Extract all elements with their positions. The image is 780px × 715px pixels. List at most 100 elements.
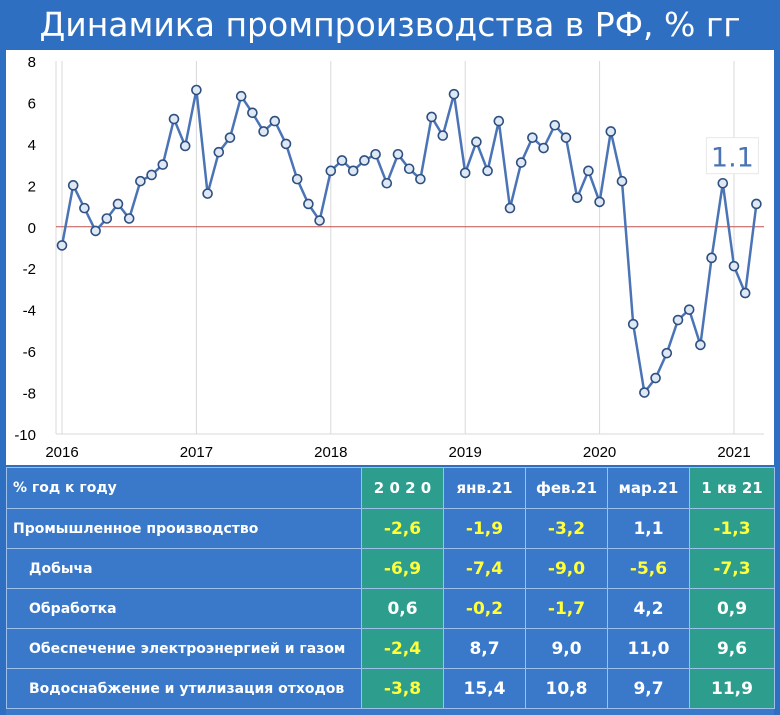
data-point — [448, 88, 460, 100]
table-cell: 0,6 — [361, 588, 444, 629]
table-cell: -7,4 — [443, 548, 526, 589]
data-point — [280, 138, 292, 150]
table-cell: -9,0 — [525, 548, 608, 589]
table-cell: -3,2 — [525, 508, 608, 549]
y-tick-label: 0 — [28, 220, 36, 237]
table-row: Промышленное производство -2,6 -1,9 -3,2 1,1… — [6, 508, 775, 549]
table-cell: 15,4 — [443, 668, 526, 709]
data-point — [672, 314, 684, 326]
data-point — [291, 173, 303, 185]
table-cell: -1,7 — [525, 588, 608, 629]
header-2020: 2 0 2 0 — [361, 467, 444, 509]
x-tick-label: 2021 — [717, 444, 750, 461]
row-label: Водоснабжение и утилизация отходов — [6, 668, 362, 709]
table-cell: 4,2 — [607, 588, 690, 629]
table-cell: -3,8 — [361, 668, 444, 709]
y-tick-label: 2 — [28, 178, 36, 195]
data-point — [202, 188, 213, 199]
table-cell: 11,0 — [607, 628, 690, 669]
data-point — [639, 387, 650, 398]
table-cell: 9,6 — [689, 628, 775, 669]
header-feb21: фев.21 — [525, 467, 608, 509]
table-cell: -1,9 — [443, 508, 526, 549]
data-table: % год к году 2 0 2 0 янв.21 фев.21 мар.2… — [6, 467, 775, 709]
data-point — [303, 198, 314, 210]
table-row: Обеспечение электроэнергией и газом -2,4 8… — [6, 628, 775, 669]
chart-panel: 8 6 4 2 0 -2 -4 -6 -8 -10 2016 2017 2018 2019 2020 2021… — [6, 50, 774, 465]
data-point — [146, 169, 157, 181]
header-jan21: янв.21 — [443, 467, 526, 509]
data-point — [101, 213, 113, 224]
data-point — [415, 173, 426, 185]
data-point — [224, 132, 236, 143]
data-point — [650, 372, 661, 384]
table-cell: 11,9 — [689, 668, 775, 709]
data-point — [135, 175, 146, 187]
chart-title: Динамика промпроизводства в РФ, % гг — [39, 5, 741, 44]
annotation-box — [705, 137, 759, 175]
data-point — [157, 159, 169, 170]
data-point — [67, 180, 79, 191]
y-tick-label: -2 — [23, 261, 36, 278]
table-cell: -7,3 — [689, 548, 775, 589]
y-tick-label: 4 — [28, 137, 36, 154]
data-point — [594, 196, 605, 208]
data-point — [527, 132, 538, 143]
table-cell: -2,4 — [361, 628, 444, 669]
data-point — [728, 260, 740, 272]
header-q1-21: 1 кв 21 — [689, 467, 775, 509]
data-point — [403, 163, 415, 175]
header-label: % год к году — [6, 467, 362, 509]
table-cell: 8,7 — [443, 628, 526, 669]
data-point — [381, 177, 393, 189]
y-tick-label: 8 — [28, 54, 36, 71]
data-point — [560, 132, 572, 143]
data-point — [269, 115, 281, 127]
table-cell: 10,8 — [525, 668, 608, 709]
data-point — [459, 167, 471, 179]
data-table-container: % год к году 2 0 2 0 янв.21 фев.21 мар.2… — [6, 467, 775, 715]
data-point — [717, 177, 729, 189]
data-point — [471, 136, 482, 148]
table-row: Добыча -6,9 -7,4 -9,0 -5,6 -7,3 — [6, 548, 775, 589]
y-tick-label: -10 — [14, 427, 36, 444]
data-point — [616, 175, 628, 187]
data-point — [627, 318, 639, 330]
table-row: Водоснабжение и утилизация отходов -3,8 15… — [6, 668, 775, 709]
table-cell: -6,9 — [361, 548, 444, 589]
data-point — [706, 252, 717, 264]
data-point — [751, 198, 762, 210]
data-point — [482, 165, 493, 177]
table-cell: -2,6 — [361, 508, 444, 549]
data-point — [336, 155, 348, 166]
y-tick-label: -6 — [23, 344, 36, 361]
y-tick-label: -8 — [23, 386, 36, 403]
data-point — [392, 148, 404, 160]
data-point — [549, 119, 561, 131]
data-point — [683, 304, 695, 315]
data-point — [661, 347, 673, 359]
table-cell: 1,1 — [607, 508, 690, 549]
y-tick-label: 6 — [28, 95, 36, 112]
x-tick-label: 2017 — [180, 444, 213, 461]
data-point — [247, 107, 258, 119]
data-point — [583, 165, 594, 177]
table-header-row: % год к году 2 0 2 0 янв.21 фев.21 мар.2… — [6, 467, 775, 509]
table-cell: -5,6 — [607, 548, 690, 589]
table-cell: -1,3 — [689, 508, 775, 549]
x-tick-label: 2020 — [583, 444, 616, 461]
data-point — [437, 130, 449, 141]
data-point — [168, 113, 180, 125]
header-mar21: мар.21 — [607, 467, 690, 509]
x-tick-label: 2016 — [45, 444, 78, 461]
data-point — [191, 84, 202, 96]
table-row: Обработка 0,6 -0,2 -1,7 4,2 0,9 — [6, 588, 775, 629]
data-point — [347, 165, 359, 177]
data-point — [314, 215, 325, 226]
data-point — [325, 165, 337, 177]
data-point — [258, 126, 269, 137]
data-point — [90, 225, 101, 237]
x-tick-label: 2019 — [449, 444, 482, 461]
data-point — [426, 111, 437, 123]
row-label: Добыча — [6, 548, 362, 589]
